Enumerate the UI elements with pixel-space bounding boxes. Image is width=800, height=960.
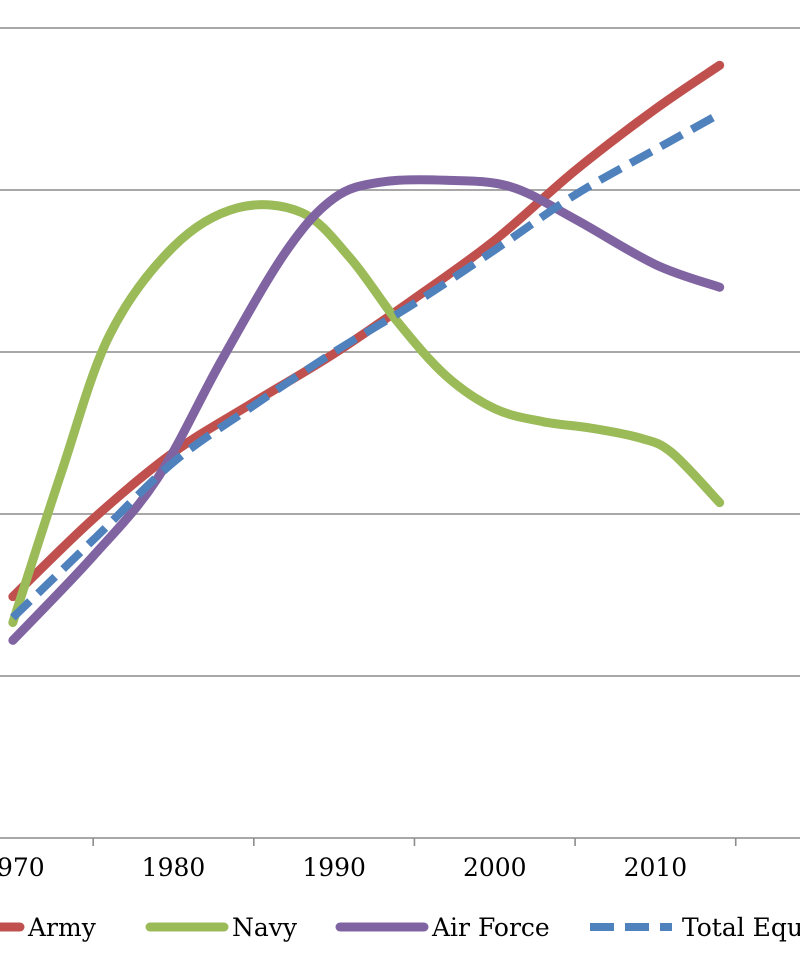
x-tick-label: 2010 [624, 853, 688, 882]
series-lines [8, 60, 725, 645]
legend-label-navy: Navy [232, 913, 298, 942]
x-tick-label: 1990 [302, 853, 366, 882]
x-axis [0, 837, 800, 846]
legend-label-total-equ: Total Equ [682, 913, 800, 942]
x-tick-label: 2000 [463, 853, 527, 882]
series-line-navy [8, 200, 725, 628]
series-line-air-force [8, 175, 725, 645]
legend-label-army: Army [27, 913, 97, 942]
x-tick-label: 1970 [0, 853, 45, 882]
x-tick-labels: 1970 1980 1990 2000 2010 [0, 853, 687, 882]
legend: Army Navy Air Force Total Equ [0, 913, 800, 942]
x-tick-label: 1980 [142, 853, 206, 882]
series-line-total-equ [10, 110, 722, 621]
legend-label-air-force: Air Force [431, 913, 550, 942]
gridlines [0, 27, 800, 677]
